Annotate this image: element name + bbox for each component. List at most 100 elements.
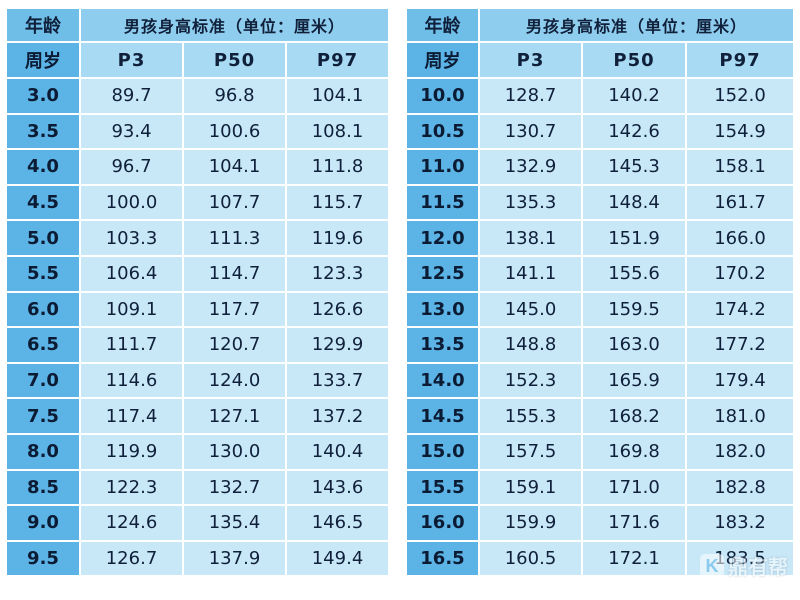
age-value: 8.5 (7, 469, 81, 507)
p3-value: 93.4 (80, 113, 184, 151)
p50-value: 142.6 (582, 113, 687, 151)
p97-value: 104.1 (286, 78, 389, 115)
table-row: 15.0 157.5 169.8 182.0 (407, 433, 794, 471)
table-row: 3.0 89.7 96.8 104.1 (7, 78, 389, 115)
age-value: 10.5 (407, 113, 480, 151)
p3-value: 145.0 (479, 291, 583, 329)
p50-value: 151.9 (582, 220, 687, 257)
p3-value: 122.3 (80, 469, 184, 507)
p50-value: 168.2 (582, 398, 687, 435)
table-head-left: 年龄 男孩身高标准（单位：厘米） 周岁 P3 P50 P97 (7, 9, 389, 79)
table-row: 9.0 124.6 135.4 146.5 (7, 505, 389, 542)
table-row: 3.5 93.4 100.6 108.1 (7, 113, 389, 151)
age-value: 14.5 (407, 398, 480, 435)
p3-value: 160.5 (479, 540, 583, 578)
table-body-right: 10.0 128.7 140.2 152.0 10.5 130.7 142.6 154.9 11… (407, 78, 794, 578)
table-title: 男孩身高标准（单位：厘米） (479, 9, 794, 43)
age-value: 16.5 (407, 540, 480, 578)
age-unit-label: 周岁 (7, 42, 81, 79)
column-header-p97: P97 (286, 42, 389, 79)
column-header-p3: P3 (80, 42, 184, 79)
p50-value: 132.7 (183, 469, 287, 507)
p3-value: 119.9 (80, 433, 184, 471)
p97-value: 143.6 (286, 469, 389, 507)
table-row: 16.0 159.9 171.6 183.2 (407, 505, 794, 542)
p97-value: 152.0 (686, 78, 794, 115)
age-value: 15.5 (407, 469, 480, 507)
p3-value: 114.6 (80, 362, 184, 400)
age-value: 13.5 (407, 327, 480, 364)
p3-value: 109.1 (80, 291, 184, 329)
table-row: 5.0 103.3 111.3 119.6 (7, 220, 389, 257)
k-logo-icon: K (700, 553, 724, 578)
p97-value: 158.1 (686, 149, 794, 186)
age-value: 3.0 (7, 78, 81, 115)
table-row: 6.0 109.1 117.7 126.6 (7, 291, 389, 329)
table-row: 12.0 138.1 151.9 166.0 (407, 220, 794, 257)
p50-value: 96.8 (183, 78, 287, 115)
table-row: 13.5 148.8 163.0 177.2 (407, 327, 794, 364)
age-value: 3.5 (7, 113, 81, 151)
p3-value: 157.5 (479, 433, 583, 471)
p50-value: 100.6 (183, 113, 287, 151)
age-label: 年龄 (407, 9, 480, 43)
table-row: 11.0 132.9 145.3 158.1 (407, 149, 794, 186)
p97-value: 161.7 (686, 184, 794, 222)
p50-value: 127.1 (183, 398, 287, 435)
table-row: 12.5 141.1 155.6 170.2 (407, 255, 794, 293)
table-row: 10.0 128.7 140.2 152.0 (407, 78, 794, 115)
p50-value: 140.2 (582, 78, 687, 115)
p97-value: 182.0 (686, 433, 794, 471)
p3-value: 155.3 (479, 398, 583, 435)
p97-value: 182.8 (686, 469, 794, 507)
p97-value: 140.4 (286, 433, 389, 471)
table-row: 8.5 122.3 132.7 143.6 (7, 469, 389, 507)
p3-value: 103.3 (80, 220, 184, 257)
table-row: 4.0 96.7 104.1 111.8 (7, 149, 389, 186)
p3-value: 148.8 (479, 327, 583, 364)
p50-value: 148.4 (582, 184, 687, 222)
p97-value: 179.4 (686, 362, 794, 400)
p50-value: 124.0 (183, 362, 287, 400)
age-value: 11.5 (407, 184, 480, 222)
height-table-right: 年龄 男孩身高标准（单位：厘米） 周岁 P3 P50 P97 10.0 128.7… (407, 9, 794, 578)
p50-value: 155.6 (582, 255, 687, 293)
watermark-text: 鼎有帮 (728, 555, 788, 579)
p97-value: 170.2 (686, 255, 794, 293)
p50-value: 172.1 (582, 540, 687, 578)
p97-value: 108.1 (286, 113, 389, 151)
p97-value: 133.7 (286, 362, 389, 400)
age-label: 年龄 (7, 9, 81, 43)
table-row: 4.5 100.0 107.7 115.7 (7, 184, 389, 222)
age-value: 15.0 (407, 433, 480, 471)
p50-value: 120.7 (183, 327, 287, 364)
p50-value: 163.0 (582, 327, 687, 364)
height-table-left: 年龄 男孩身高标准（单位：厘米） 周岁 P3 P50 P97 3.0 89.7 96… (7, 9, 389, 578)
age-value: 12.5 (407, 255, 480, 293)
p97-value: 126.6 (286, 291, 389, 329)
p3-value: 135.3 (479, 184, 583, 222)
p3-value: 126.7 (80, 540, 184, 578)
p97-value: 154.9 (686, 113, 794, 151)
table-title: 男孩身高标准（单位：厘米） (80, 9, 389, 43)
p97-value: 177.2 (686, 327, 794, 364)
p97-value: 149.4 (286, 540, 389, 578)
p97-value: 146.5 (286, 505, 389, 542)
p3-value: 89.7 (80, 78, 184, 115)
watermark: K 鼎有帮 (700, 551, 788, 580)
p97-value: 137.2 (286, 398, 389, 435)
table-head-right: 年龄 男孩身高标准（单位：厘米） 周岁 P3 P50 P97 (407, 9, 794, 79)
p97-value: 119.6 (286, 220, 389, 257)
table-row: 7.0 114.6 124.0 133.7 (7, 362, 389, 400)
age-value: 5.5 (7, 255, 81, 293)
p3-value: 124.6 (80, 505, 184, 542)
p97-value: 123.3 (286, 255, 389, 293)
age-value: 13.0 (407, 291, 480, 329)
p50-value: 104.1 (183, 149, 287, 186)
age-value: 7.0 (7, 362, 81, 400)
age-value: 10.0 (407, 78, 480, 115)
age-value: 11.0 (407, 149, 480, 186)
table-row: 10.5 130.7 142.6 154.9 (407, 113, 794, 151)
age-value: 4.5 (7, 184, 81, 222)
p97-value: 166.0 (686, 220, 794, 257)
